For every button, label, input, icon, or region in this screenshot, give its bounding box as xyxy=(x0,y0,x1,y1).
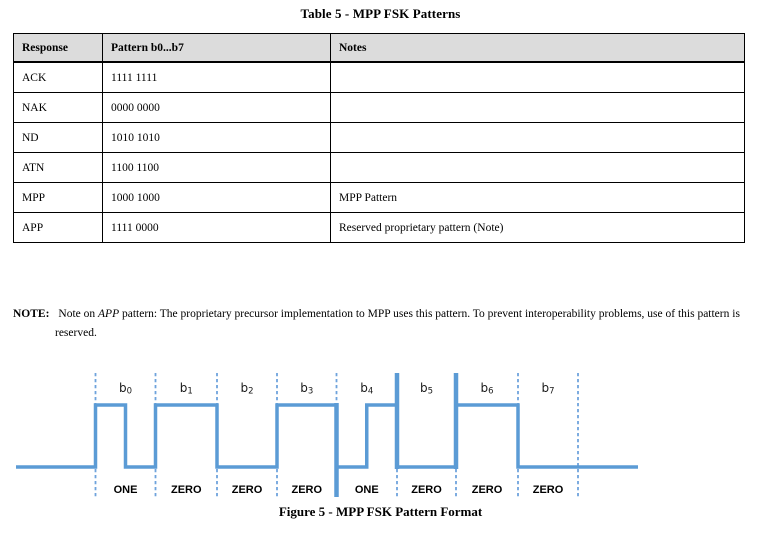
table-title: Table 5 - MPP FSK Patterns xyxy=(300,6,461,21)
cell-response: ND xyxy=(13,122,103,153)
table-row: MPP 1000 1000 MPP Pattern xyxy=(13,182,745,213)
bit-value-label: ZERO xyxy=(232,484,263,496)
cell-notes xyxy=(330,122,745,153)
bit-label: b4 xyxy=(360,381,373,397)
cell-notes xyxy=(330,61,745,93)
cell-response: MPP xyxy=(13,182,103,213)
fsk-waveform-svg: b0 ONE b1 ZERO b2 ZERO b3 ZERO b4 ONE b5 ZERO b6 ZERO… xyxy=(16,373,638,497)
bit-label: b2 xyxy=(240,381,253,397)
table-row: ATN 1100 1100 xyxy=(13,152,745,183)
bit-value-label: ONE xyxy=(114,484,138,496)
column-header: Notes xyxy=(330,33,745,63)
bit-value-label: ZERO xyxy=(291,484,322,496)
note-text-post: pattern: The proprietary precursor imple… xyxy=(55,308,740,339)
bit-value-label: ZERO xyxy=(171,484,202,496)
cell-pattern: 1000 1000 xyxy=(102,182,331,213)
note-text-italic: APP xyxy=(98,308,120,320)
note-label: NOTE: xyxy=(13,308,50,320)
cell-notes xyxy=(330,152,745,183)
bit-value-label: ONE xyxy=(355,484,379,496)
bit-value-label: ZERO xyxy=(411,484,442,496)
table-header-row: Response Pattern b0...b7 Notes xyxy=(13,33,745,63)
cell-response: ATN xyxy=(13,152,103,183)
bit-label: b6 xyxy=(480,381,493,397)
cell-pattern: 1010 1010 xyxy=(102,122,331,153)
note-paragraph: NOTE: Note on APP pattern: The proprietar… xyxy=(13,305,761,343)
cell-response: NAK xyxy=(13,92,103,123)
cell-pattern: 1111 0000 xyxy=(102,212,331,243)
bit-label: b1 xyxy=(180,381,193,397)
cell-pattern: 0000 0000 xyxy=(102,92,331,123)
bit-value-label: ZERO xyxy=(533,484,564,496)
figure-caption: Figure 5 - MPP FSK Pattern Format xyxy=(278,504,483,519)
bit-label: b7 xyxy=(541,381,554,397)
bit-label: b0 xyxy=(119,381,132,397)
table-row: NAK 0000 0000 xyxy=(13,92,745,123)
cell-pattern: 1111 1111 xyxy=(102,61,331,93)
fsk-waveform-line xyxy=(16,403,638,469)
cell-pattern: 1100 1100 xyxy=(102,152,331,183)
table-row: ND 1010 1010 xyxy=(13,122,745,153)
cell-notes: Reserved proprietary pattern (Note) xyxy=(330,212,745,243)
bit-value-label: ZERO xyxy=(472,484,503,496)
column-header: Response xyxy=(13,33,103,63)
table-row: APP 1111 0000 Reserved proprietary pattern… xyxy=(13,212,745,243)
cell-notes: MPP Pattern xyxy=(330,182,745,213)
cell-response: APP xyxy=(13,212,103,243)
table-body: ACK 1111 1111 NAK 0000 0000 ND 1010 1010 ATN 11… xyxy=(13,61,745,243)
column-header: Pattern b0...b7 xyxy=(102,33,331,63)
fsk-patterns-table: Response Pattern b0...b7 Notes ACK 1111 111… xyxy=(13,33,745,243)
bit-label: b3 xyxy=(300,381,313,397)
table-row: ACK 1111 1111 xyxy=(13,61,745,93)
bit-label: b5 xyxy=(420,381,433,397)
cell-response: ACK xyxy=(13,61,103,93)
note-text-pre: Note on xyxy=(58,308,99,320)
cell-notes xyxy=(330,92,745,123)
